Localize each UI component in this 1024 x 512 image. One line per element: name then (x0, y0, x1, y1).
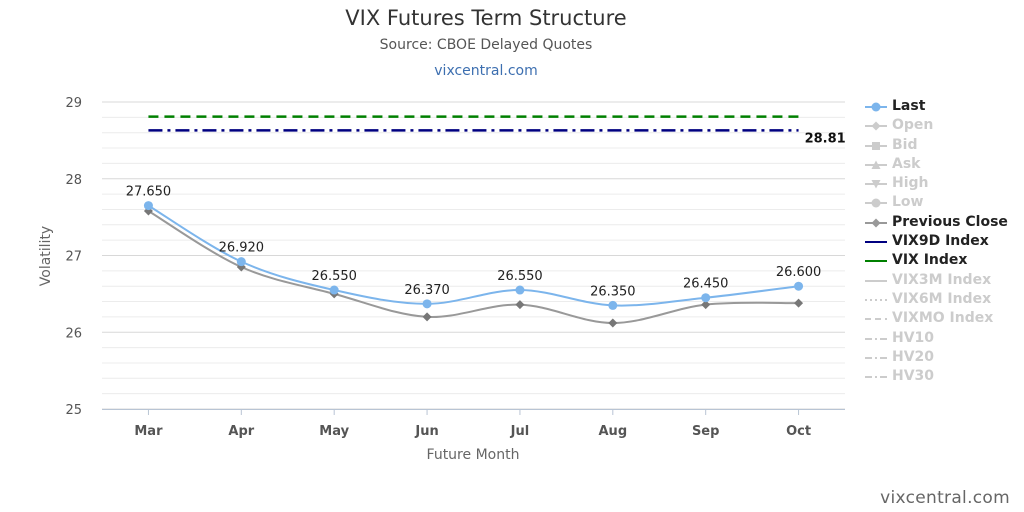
y-tick-label: 28 (65, 173, 82, 188)
legend-label: Low (892, 194, 924, 211)
x-tick-label: Sep (692, 424, 720, 439)
dash-dot-line-icon (865, 337, 887, 340)
legend-item[interactable]: Previous Close (864, 213, 1022, 232)
y-tick-label: 26 (65, 326, 82, 341)
diamond-line-icon (865, 121, 887, 131)
last-price-label: 26.600 (776, 265, 822, 280)
legend-label: Open (892, 117, 934, 134)
chart-subtitle: Source: CBOE Delayed Quotes (379, 37, 593, 53)
legend-item[interactable]: Low (864, 193, 1022, 212)
last-price-point (143, 201, 153, 211)
last-price-label: 26.920 (219, 241, 265, 256)
legend-item[interactable]: Bid (864, 136, 1022, 155)
previous-close-line (147, 210, 799, 325)
circle-line-icon (865, 198, 887, 208)
last-price-point (329, 285, 339, 295)
vix-index-value-label: 28.81 (805, 131, 846, 146)
last-price-label: 26.550 (311, 269, 357, 284)
legend-item[interactable]: HV30 (864, 367, 1022, 386)
legend-item[interactable]: Ask (864, 155, 1022, 174)
dashed-line-icon (865, 318, 887, 321)
chart-plot: 25 26 27 28 29 Mar Apr May Jun Jul Aug Sep Oct 28.8… (38, 96, 846, 463)
series-layer (143, 115, 804, 328)
legend-label: VIX6M Index (892, 290, 992, 307)
previous-close-point (794, 298, 804, 308)
legend-item[interactable]: VIX3M Index (864, 271, 1022, 290)
square-line-icon (865, 141, 887, 150)
legend: Last Open Bid Ask High Low Previous Close VIX9D… (864, 97, 1022, 386)
last-price-label: 26.450 (683, 277, 729, 292)
x-tick-label: May (319, 424, 349, 439)
last-price-label: 27.650 (126, 185, 172, 200)
site-credit: vixcentral.com (880, 488, 1010, 508)
x-tick-label: Jun (414, 424, 438, 439)
legend-label: VIX9D Index (892, 233, 989, 250)
legend-label: VIX3M Index (892, 271, 992, 288)
y-axis-ticks: 25 26 27 28 29 (65, 96, 82, 418)
dash-dot-line-icon (865, 356, 887, 359)
legend-item[interactable]: VIX Index (864, 251, 1022, 270)
circle-line-icon (865, 102, 887, 112)
legend-label: VIX Index (892, 252, 968, 269)
legend-item[interactable]: Open (864, 116, 1022, 135)
legend-label: Ask (892, 155, 921, 172)
last-price-label: 26.370 (404, 283, 450, 298)
solid-line-icon (865, 260, 887, 263)
last-price-label: 26.350 (590, 284, 636, 299)
last-price-point (422, 299, 432, 309)
previous-close-point (608, 318, 618, 328)
legend-label: Last (892, 98, 926, 114)
previous-close-point (422, 312, 432, 322)
x-tick-label: Aug (599, 424, 628, 439)
legend-label: VIXMO Index (892, 310, 994, 327)
legend-item[interactable]: HV10 (864, 329, 1022, 348)
source-link[interactable]: vixcentral.com (434, 63, 538, 79)
y-tick-label: 29 (65, 96, 82, 111)
legend-item[interactable]: VIXMO Index (864, 309, 1022, 328)
x-axis: Mar Apr May Jun Jul Aug Sep Oct (102, 409, 845, 439)
legend-label: HV20 (892, 348, 935, 365)
dash-dot-line-icon (865, 376, 887, 379)
data-labels: 28.81 27.650 26.920 26.550 26.370 26.550 26.35… (126, 131, 846, 299)
legend-label: HV10 (892, 329, 935, 346)
legend-item[interactable]: High (864, 174, 1022, 193)
previous-close-point (515, 300, 525, 310)
y-tick-label: 25 (65, 403, 82, 418)
x-tick-label: Jul (510, 424, 530, 439)
last-price-point (701, 293, 711, 303)
dotted-line-icon (865, 298, 887, 301)
chart-title: VIX Futures Term Structure (345, 6, 627, 30)
legend-label: Previous Close (892, 213, 1008, 230)
solid-line-icon (865, 241, 887, 244)
x-tick-label: Mar (134, 424, 163, 439)
legend-item[interactable]: VIX9D Index (864, 232, 1022, 251)
grid-lines (102, 101, 845, 410)
previous-close-point (701, 300, 711, 310)
last-price-point (794, 281, 804, 291)
legend-label: HV30 (892, 368, 935, 385)
y-tick-label: 27 (65, 250, 82, 265)
solid-line-icon (865, 279, 887, 282)
legend-item[interactable]: VIX6M Index (864, 290, 1022, 309)
x-tick-label: Apr (228, 424, 254, 439)
last-price-point (608, 300, 618, 310)
x-axis-label: Future Month (427, 447, 520, 463)
diamond-line-icon (865, 218, 887, 228)
legend-label: High (892, 175, 929, 192)
triangle-down-line-icon (865, 180, 887, 189)
legend-item[interactable]: Last (864, 97, 1022, 116)
x-tick-label: Oct (786, 424, 811, 439)
triangle-line-icon (865, 160, 887, 169)
last-price-point (515, 285, 525, 295)
last-price-label: 26.550 (497, 269, 543, 284)
legend-item[interactable]: HV20 (864, 348, 1022, 367)
last-price-point (236, 257, 246, 267)
legend-label: Bid (892, 136, 918, 153)
y-axis-label: Volatility (38, 226, 54, 286)
